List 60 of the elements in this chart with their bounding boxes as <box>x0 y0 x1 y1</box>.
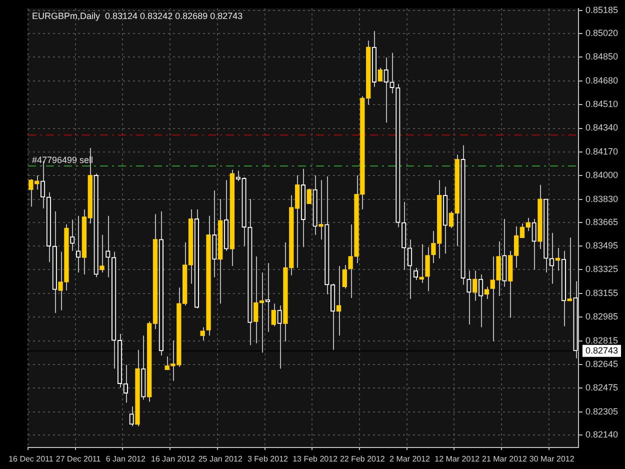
candlestick <box>484 286 490 300</box>
candlestick <box>306 188 312 204</box>
candlestick <box>378 67 383 82</box>
candlestick <box>100 234 104 273</box>
candlestick <box>129 406 134 427</box>
y-tick-label: 0.83830 <box>585 194 618 204</box>
y-tick-label: 0.82305 <box>585 406 618 416</box>
candlestick <box>413 267 418 281</box>
x-tick-label: 30 Mar 2012 <box>529 454 575 464</box>
candlestick <box>76 215 81 273</box>
y-tick-label: 0.84000 <box>585 170 618 180</box>
x-tick-label: 3 Feb 2012 <box>247 454 289 464</box>
candlestick <box>419 244 424 284</box>
candlestick <box>342 264 347 290</box>
y-tick-label: 0.83495 <box>585 240 618 250</box>
y-tick-label: 0.84850 <box>585 52 618 62</box>
candlestick <box>318 180 324 240</box>
candlestick <box>336 265 342 336</box>
y-tick-label: 0.82475 <box>585 382 618 393</box>
candlestick <box>550 232 554 284</box>
candlestick <box>472 270 478 302</box>
candlestick <box>567 237 572 302</box>
y-tick-label: 0.82985 <box>585 312 618 322</box>
y-tick-label: 0.82815 <box>585 335 618 346</box>
candlestick <box>384 57 388 124</box>
x-tick-label: 25 Jan 2012 <box>198 454 243 464</box>
y-tick-label: 0.84680 <box>585 75 618 86</box>
x-tick-label: 13 Feb 2012 <box>292 454 338 464</box>
x-tick-label: 22 Feb 2012 <box>340 454 386 464</box>
candlestick <box>200 326 205 341</box>
candlestick <box>466 270 472 325</box>
x-tick-label: 16 Jan 2012 <box>150 454 196 464</box>
candlestick <box>390 52 394 94</box>
y-tick-label: 0.82645 <box>585 358 618 369</box>
candlestick <box>106 215 110 278</box>
y-tick-label: 0.85020 <box>585 28 618 38</box>
x-tick-label: 21 Mar 2012 <box>482 454 528 464</box>
candlestick <box>555 247 560 272</box>
x-tick-label: 2 Mar 2012 <box>390 454 431 464</box>
chart-title: EURGBPm,Daily 0.83124 0.83242 0.82689 0.82743 <box>32 10 243 21</box>
ref-line-label: 0.82743 <box>585 345 618 356</box>
y-tick-label: 0.84510 <box>585 99 618 110</box>
y-tick-label: 0.83325 <box>585 264 618 274</box>
x-tick-label: 12 Mar 2012 <box>434 454 480 464</box>
x-tick-label: 16 Dec 2011 <box>8 454 54 464</box>
y-tick-label: 0.83155 <box>585 288 618 298</box>
candlestick <box>271 303 276 327</box>
candlestick <box>277 305 282 370</box>
candlestick <box>407 238 412 300</box>
candlestick <box>425 246 430 292</box>
candlestick <box>478 274 484 328</box>
candlestick <box>532 218 536 270</box>
y-tick-label: 0.84340 <box>585 122 618 133</box>
y-tick-label: 0.84170 <box>585 146 618 156</box>
x-tick-label: 6 Jan 2012 <box>106 454 146 464</box>
y-tick-label: 0.85185 <box>585 4 618 15</box>
x-tick-label: 27 Dec 2011 <box>56 454 102 464</box>
candlestick <box>212 190 217 278</box>
y-tick-label: 0.82140 <box>585 429 618 440</box>
y-tick-label: 0.83665 <box>585 216 618 227</box>
